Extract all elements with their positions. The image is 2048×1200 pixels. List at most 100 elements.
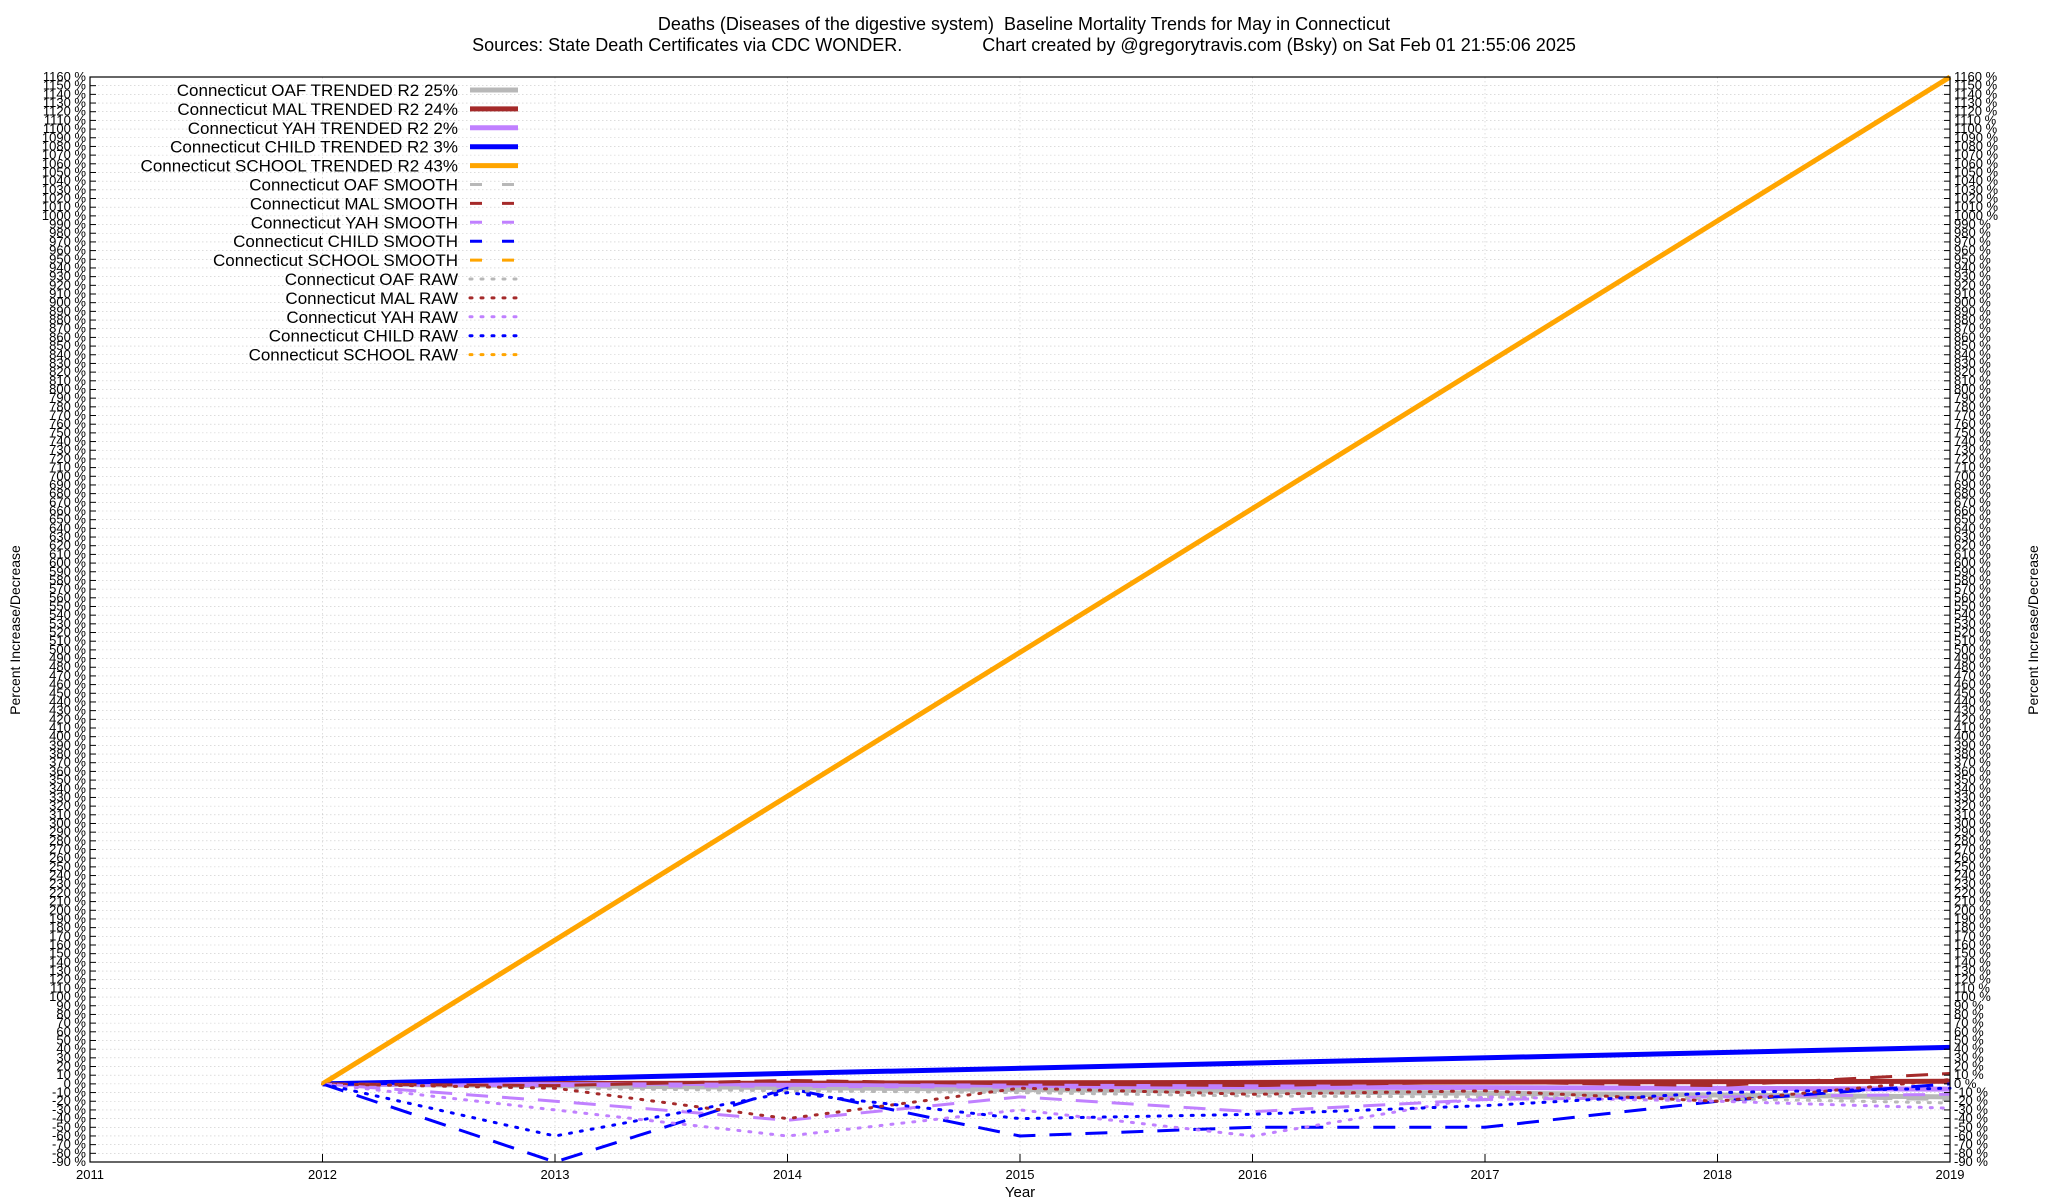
x-tick-label: 2018 [1703,1167,1732,1182]
y-tick-label: 300 % [49,815,86,830]
y2-tick-label: 990 % [1954,217,1991,232]
y2-tick-label: 160 % [1954,937,1991,952]
chart-title: Deaths (Diseases of the digestive system… [657,14,1391,34]
y2-tick-label: 450 % [1954,685,1991,700]
y-tick-label: 310 % [49,807,86,822]
y2-tick-label: 1030 % [1954,182,1999,197]
y-tick-label: 690 % [49,477,86,492]
y2-tick-label: 680 % [1954,486,1991,501]
y-tick-label: 710 % [49,460,86,475]
x-tick-label: 2012 [308,1167,337,1182]
series-line-10 [321,1082,1952,1105]
y2-tick-label: 320 % [1954,798,1991,813]
y2-tick-label: 690 % [1954,477,1991,492]
y2-tick-label: 280 % [1954,833,1991,848]
legend-label: Connecticut MAL RAW [285,289,458,308]
y2-tick-label: 900 % [1954,295,1991,310]
y-tick-label: -40 % [52,1111,86,1126]
y2-tick-label: 820 % [1954,364,1991,379]
y-tick-label: 930 % [49,269,86,284]
y-tick-label: 610 % [49,546,86,561]
y-tick-label: 770 % [49,408,86,423]
y2-tick-label: 540 % [1954,607,1991,622]
y2-tick-label: 110 % [1954,980,1990,995]
legend-label: Connecticut OAF SMOOTH [249,176,458,195]
y2-tick-label: 210 % [1954,894,1991,909]
series-line-3 [322,1044,1951,1087]
y-tick-label: 280 % [49,833,86,848]
y-tick-label: 980 % [49,225,86,240]
y-tick-label: 400 % [49,729,86,744]
y-tick-label: 1100 % [43,121,87,136]
y2-tick-label: 50 % [1954,1032,1984,1047]
y-tick-label: 900 % [49,295,86,310]
y2-tick-label: 380 % [1954,746,1991,761]
chart-subtitle: Sources: State Death Certificates via CD… [472,35,1576,55]
y2-tick-label: 1080 % [1954,138,1999,153]
y-tick-label: 1030 % [42,182,87,197]
y-tick-label: -10 % [52,1085,86,1100]
y-tick-label: 1000 % [42,208,87,223]
y-tick-label: 680 % [49,486,86,501]
y2-tick-label: 370 % [1954,755,1991,770]
y2-tick-label: 40 % [1954,1041,1984,1056]
y-tick-label: 820 % [49,364,86,379]
y-tick-label: 260 % [49,850,86,865]
y-tick-label: 520 % [49,625,86,640]
y-tick-label: 60 % [56,1024,86,1039]
y-tick-label: 340 % [49,781,86,796]
y2-tick-label: 520 % [1954,625,1991,640]
y-tick-label: 760 % [49,416,86,431]
y-tick-label: 870 % [49,321,86,336]
legend-label: Connecticut SCHOOL SMOOTH [213,251,458,270]
y2-tick-label: 950 % [1954,251,1991,266]
y-tick-label: 180 % [49,920,86,935]
legend-label: Connecticut MAL TRENDED R2 24% [177,100,458,119]
y2-tick-label: 920 % [1954,277,1991,292]
y-tick-label: 40 % [56,1041,86,1056]
x-tick-label: 2016 [1238,1167,1267,1182]
y2-tick-label: 100 % [1954,989,1991,1004]
y2-tick-label: 180 % [1954,920,1991,935]
y-tick-label: 660 % [49,503,86,518]
y-tick-label: 1010 % [42,199,87,214]
y-tick-label: 720 % [49,451,86,466]
y-tick-label: 920 % [49,277,86,292]
y-tick-label: 960 % [49,243,86,258]
y2-tick-label: 430 % [1954,703,1991,718]
y-tick-label: 670 % [49,494,86,509]
y-tick-label: 150 % [49,946,86,961]
y-tick-label: 1160 % [43,69,87,84]
y-tick-label: 800 % [49,381,86,396]
legend-label: Connecticut SCHOOL TRENDED R2 43% [141,157,458,176]
y-tick-label: 550 % [49,598,86,613]
series-line-13 [321,1082,1952,1138]
y2-tick-label: 190 % [1954,911,1991,926]
y2-tick-label: 810 % [1954,373,1991,388]
y-tick-label: 360 % [49,763,86,778]
y-tick-label: 410 % [49,720,86,735]
y2-tick-label: 60 % [1954,1024,1984,1039]
y2-tick-label: -90 % [1954,1154,1988,1169]
y2-tick-label: 660 % [1954,503,1991,518]
y-axis-label: Percent Increase/Decrease [7,545,23,715]
y2-tick-label: 30 % [1954,1050,1984,1065]
y-tick-label: -50 % [52,1119,86,1134]
y-tick-label: 100 % [49,989,86,1004]
y2-tick-label: 850 % [1954,338,1991,353]
y-tick-label: 1130 % [43,95,87,110]
y-tick-label: 1060 % [42,156,87,171]
y2-tick-label: 230 % [1954,876,1991,891]
series-line-14 [321,75,1952,1086]
y-tick-label: 350 % [49,772,86,787]
y2-tick-label: 420 % [1954,711,1991,726]
y2-tick-label: 480 % [1954,659,1991,674]
y2-tick-label: 560 % [1954,590,1991,605]
y2-tick-label: 720 % [1954,451,1991,466]
y-tick-label: 1040 % [42,173,87,188]
y-tick-label: 1110 % [44,112,87,127]
y2-tick-label: 460 % [1954,677,1991,692]
y-tick-label: 130 % [49,963,86,978]
y2-tick-label: 550 % [1954,598,1991,613]
